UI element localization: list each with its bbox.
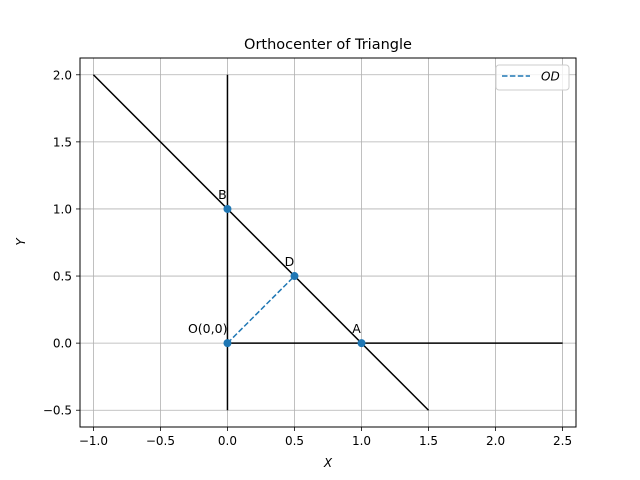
y-ticks: −0.5 0.0 0.5 1.0 1.5 2.0 bbox=[43, 68, 80, 418]
y-tick-label: −0.5 bbox=[43, 404, 72, 418]
x-axis-label: X bbox=[323, 456, 333, 470]
line-ab bbox=[92, 74, 430, 411]
plot-lines bbox=[92, 74, 563, 411]
legend: OD bbox=[495, 64, 570, 91]
point-label: B bbox=[218, 187, 227, 202]
legend-frame bbox=[495, 64, 570, 91]
point-label: O(0,0) bbox=[188, 321, 227, 336]
y-tick-label: 1.0 bbox=[53, 202, 72, 216]
y-tick-label: 1.5 bbox=[53, 135, 72, 149]
x-tick-label: 2.0 bbox=[486, 434, 505, 448]
point-label: A bbox=[352, 321, 361, 336]
x-tick-label: −1.0 bbox=[79, 434, 108, 448]
legend-label: OD bbox=[541, 70, 560, 84]
plot-frame bbox=[79, 57, 577, 428]
y-tick-label: 2.0 bbox=[53, 68, 72, 82]
point-marker bbox=[223, 339, 232, 348]
x-tick-label: −0.5 bbox=[146, 434, 175, 448]
y-axis-label: Y bbox=[14, 237, 28, 246]
point-marker bbox=[357, 339, 366, 348]
x-tick-label: 1.5 bbox=[419, 434, 438, 448]
y-tick-label: 0.0 bbox=[53, 337, 72, 351]
x-tick-label: 0.0 bbox=[218, 434, 237, 448]
chart-title: Orthocenter of Triangle bbox=[244, 37, 412, 53]
x-tick-label: 2.5 bbox=[553, 434, 572, 448]
x-tick-label: 1.0 bbox=[352, 434, 371, 448]
y-tick-label: 0.5 bbox=[53, 270, 72, 284]
plot-points: O(0,0) A B D bbox=[188, 187, 366, 348]
x-tick-label: 0.5 bbox=[285, 434, 304, 448]
point-marker bbox=[290, 272, 299, 281]
point-label: D bbox=[285, 254, 295, 269]
x-ticks: −1.0 −0.5 0.0 0.5 1.0 1.5 2.0 2.5 bbox=[79, 427, 572, 448]
od-line bbox=[226, 275, 296, 344]
grid bbox=[80, 58, 576, 427]
point-marker bbox=[223, 204, 232, 213]
